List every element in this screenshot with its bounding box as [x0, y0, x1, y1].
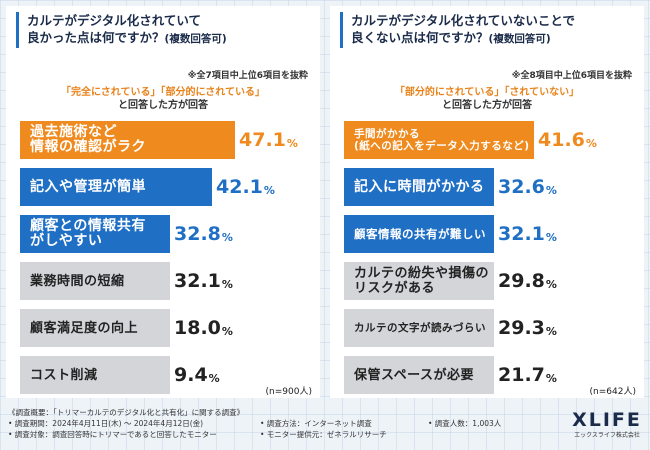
value-number: 29.3: [498, 317, 545, 339]
percent-sign: %: [585, 136, 597, 150]
bar-label: カルテの文字が読みづらい: [354, 322, 486, 334]
percent-sign: %: [545, 277, 557, 291]
bar-label: コスト削減: [30, 367, 98, 383]
bar-value-label: 47.1%: [239, 121, 298, 159]
condition-a: 「完全にされている」: [61, 87, 161, 98]
percent-sign: %: [208, 371, 220, 385]
bar-label: 業務時間の短縮: [30, 273, 125, 289]
sample-size: (n=642人): [589, 387, 636, 397]
question-subtitle: (複数回答可): [164, 33, 227, 45]
percent-sign: %: [263, 183, 275, 197]
bar-label: カルテの紛失や損傷の リスクがある: [354, 266, 490, 296]
question-title-line1: カルテがデジタル化されていて: [27, 13, 202, 28]
value-number: 29.8: [498, 270, 545, 292]
bar-6: コスト削減 9.4%: [20, 356, 220, 394]
percent-sign: %: [221, 230, 233, 244]
bar-value-label: 42.1%: [216, 168, 275, 206]
bar-5: 顧客満足度の向上 18.0%: [20, 309, 233, 347]
question-title-line2: 良かった点は何ですか？: [27, 30, 165, 45]
percent-sign: %: [545, 230, 557, 244]
chart-panel-good-points: カルテがデジタル化されていて 良かった点は何ですか？(複数回答可) ※全7項目中…: [6, 6, 320, 398]
bar-1: 過去施術など 情報の確認がラク 47.1%: [20, 121, 298, 159]
bar-6: 保管スペースが必要 21.7%: [344, 356, 557, 394]
value-number: 18.0: [174, 317, 221, 339]
value-number: 42.1: [216, 176, 263, 198]
question-subtitle: (複数回答可): [488, 33, 551, 45]
condition-line2: と回答した方が回答: [118, 100, 208, 111]
value-number: 32.1: [498, 223, 545, 245]
bar-label: 手間がかかる (紙への記入をデータ入力するなど): [354, 128, 530, 152]
bar-4: カルテの紛失や損傷の リスクがある 29.8%: [344, 262, 557, 300]
question-title-line2: 良くない点は何ですか？: [351, 30, 489, 45]
percent-sign: %: [545, 324, 557, 338]
condition-b: 「されていない」: [504, 87, 580, 98]
bar-label: 顧客満足度の向上: [30, 320, 139, 336]
value-number: 41.6: [538, 129, 585, 151]
value-number: 32.1: [174, 270, 221, 292]
bar-value-label: 32.8%: [174, 215, 233, 253]
respondent-condition: 「完全にされている」「部分的にされている」 と回答した方が回答: [6, 86, 320, 112]
survey-period: • 調査期間：2024年4月11日(木) ～ 2024年4月12日(金): [8, 419, 204, 428]
bar-value-label: 32.1%: [174, 262, 233, 300]
bar-value-label: 32.1%: [498, 215, 557, 253]
bar-3: 顧客との情報共有 がしやすい 32.8%: [20, 215, 233, 253]
question-title-line1: カルテがデジタル化されていないことで: [351, 13, 576, 28]
bar-value-label: 29.8%: [498, 262, 557, 300]
percent-sign: %: [221, 324, 233, 338]
percent-sign: %: [545, 183, 557, 197]
percent-sign: %: [221, 277, 233, 291]
bar-4: 業務時間の短縮 32.1%: [20, 262, 233, 300]
sample-size: (n=900人): [265, 387, 312, 397]
survey-target: • 調査対象：調査回答時にトリマーであると回答したモニター: [8, 430, 217, 439]
logo-mark: XLIFE: [572, 409, 642, 431]
xlife-logo: XLIFE エックスライフ株式会社: [572, 410, 642, 439]
bar-value-label: 41.6%: [538, 121, 597, 159]
value-number: 9.4: [174, 364, 208, 386]
bar-value-label: 18.0%: [174, 309, 233, 347]
bar-value-label: 29.3%: [498, 309, 557, 347]
value-number: 21.7: [498, 364, 545, 386]
survey-provider: • モニター提供元：ゼネラルリサーチ: [260, 430, 387, 439]
condition-line2: と回答した方が回答: [442, 100, 532, 111]
extraction-note: ※全8項目中上位6項目を抜粋: [511, 71, 632, 81]
bar-label: 過去施術など 情報の確認がラク: [30, 124, 146, 155]
survey-overview: 《調査概要：「トリマーカルテのデジタル化と共有化」に関する調査》: [8, 408, 245, 417]
survey-method: • 調査方法：インターネット調査: [260, 419, 372, 428]
bar-label: 顧客との情報共有 がしやすい: [30, 218, 146, 249]
bar-label: 保管スペースが必要: [354, 367, 474, 383]
bar-label: 記入や管理が簡単: [30, 178, 146, 195]
bar-label: 記入に時間がかかる: [354, 178, 485, 195]
survey-people: • 調査人数：1,003人: [428, 419, 502, 428]
question-title: カルテがデジタル化されていないことで 良くない点は何ですか？(複数回答可): [340, 12, 634, 48]
bar-label: 顧客情報の共有が難しい: [354, 226, 486, 241]
value-number: 47.1: [239, 129, 286, 151]
bar-value-label: 9.4%: [174, 356, 220, 394]
bar-value-label: 21.7%: [498, 356, 557, 394]
respondent-condition: 「部分的にされている」「されていない」 と回答した方が回答: [330, 86, 644, 112]
logo-company-name: エックスライフ株式会社: [574, 432, 640, 439]
value-number: 32.6: [498, 176, 545, 198]
question-title: カルテがデジタル化されていて 良かった点は何ですか？(複数回答可): [16, 12, 310, 48]
chart-panel-bad-points: カルテがデジタル化されていないことで 良くない点は何ですか？(複数回答可) ※全…: [330, 6, 644, 398]
percent-sign: %: [545, 371, 557, 385]
bar-3: 顧客情報の共有が難しい 32.1%: [344, 215, 557, 253]
condition-a: 「部分的にされている」: [394, 87, 505, 98]
percent-sign: %: [286, 136, 298, 150]
condition-b: 「部分的にされている」: [160, 87, 266, 98]
bar-1: 手間がかかる (紙への記入をデータ入力するなど) 41.6%: [344, 121, 597, 159]
bar-2: 記入に時間がかかる 32.6%: [344, 168, 557, 206]
bar-value-label: 32.6%: [498, 168, 557, 206]
extraction-note: ※全7項目中上位6項目を抜粋: [187, 71, 308, 81]
value-number: 32.8: [174, 223, 221, 245]
bar-2: 記入や管理が簡単 42.1%: [20, 168, 275, 206]
bar-5: カルテの文字が読みづらい 29.3%: [344, 309, 557, 347]
